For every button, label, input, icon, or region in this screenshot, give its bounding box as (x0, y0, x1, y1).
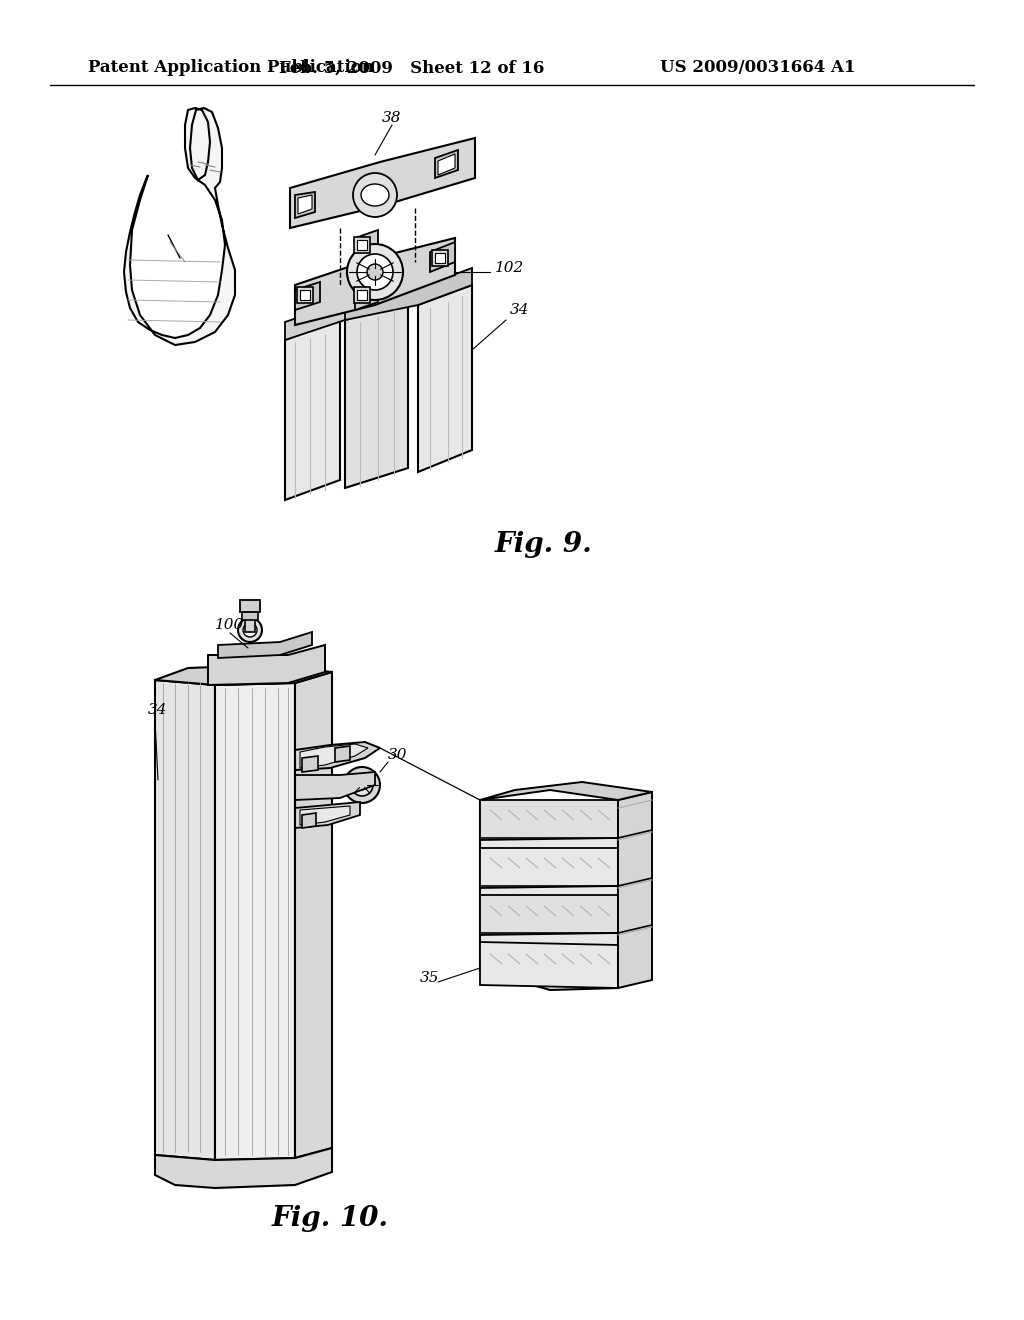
Polygon shape (295, 191, 315, 218)
Polygon shape (295, 672, 332, 1158)
Circle shape (357, 253, 393, 290)
Circle shape (347, 244, 403, 300)
Polygon shape (430, 242, 455, 272)
Polygon shape (295, 803, 360, 828)
Polygon shape (480, 942, 618, 987)
Polygon shape (480, 800, 618, 840)
Polygon shape (355, 282, 378, 310)
Polygon shape (335, 746, 350, 762)
Polygon shape (124, 108, 234, 345)
Text: Fig. 9.: Fig. 9. (495, 532, 593, 558)
Circle shape (351, 774, 373, 796)
Polygon shape (345, 300, 408, 488)
Polygon shape (302, 813, 316, 828)
Text: Patent Application Publication: Patent Application Publication (88, 59, 374, 77)
Polygon shape (618, 792, 652, 987)
Polygon shape (208, 645, 325, 685)
Polygon shape (155, 1148, 332, 1188)
Text: 100: 100 (215, 618, 245, 632)
Circle shape (238, 618, 262, 642)
Polygon shape (242, 610, 258, 620)
Text: 30: 30 (388, 748, 408, 762)
Polygon shape (245, 618, 255, 632)
Polygon shape (480, 800, 618, 990)
Text: US 2009/0031664 A1: US 2009/0031664 A1 (660, 59, 855, 77)
Polygon shape (297, 286, 313, 304)
Text: 34: 34 (510, 304, 529, 317)
Polygon shape (295, 742, 380, 770)
Polygon shape (302, 756, 318, 772)
Polygon shape (418, 285, 472, 473)
Polygon shape (345, 268, 472, 319)
Polygon shape (355, 230, 378, 257)
Polygon shape (480, 781, 652, 800)
Polygon shape (298, 195, 312, 214)
Polygon shape (295, 282, 319, 310)
Text: 102: 102 (495, 261, 524, 275)
Polygon shape (300, 744, 368, 768)
Polygon shape (215, 682, 295, 1160)
Circle shape (357, 780, 367, 789)
Polygon shape (480, 895, 618, 935)
Text: 38: 38 (382, 111, 401, 125)
Polygon shape (155, 665, 332, 685)
Polygon shape (435, 150, 458, 178)
Polygon shape (480, 847, 618, 888)
Polygon shape (438, 154, 455, 176)
Polygon shape (300, 290, 310, 300)
Polygon shape (240, 601, 260, 612)
Circle shape (344, 767, 380, 803)
Polygon shape (295, 772, 375, 800)
Polygon shape (155, 680, 215, 1160)
Circle shape (367, 264, 383, 280)
Polygon shape (290, 139, 475, 228)
Polygon shape (354, 286, 370, 304)
Text: Feb. 5, 2009   Sheet 12 of 16: Feb. 5, 2009 Sheet 12 of 16 (280, 59, 545, 77)
Text: 34: 34 (148, 704, 168, 717)
Ellipse shape (361, 183, 389, 206)
Polygon shape (357, 240, 367, 249)
Polygon shape (432, 249, 449, 267)
Polygon shape (354, 238, 370, 253)
Text: Fig. 10.: Fig. 10. (271, 1204, 388, 1232)
Polygon shape (285, 319, 340, 500)
Polygon shape (300, 807, 350, 825)
Circle shape (243, 623, 257, 638)
Circle shape (353, 173, 397, 216)
Polygon shape (218, 632, 312, 657)
Polygon shape (285, 282, 408, 341)
Polygon shape (295, 238, 455, 325)
Polygon shape (435, 253, 445, 263)
Text: 35: 35 (420, 972, 439, 985)
Polygon shape (357, 290, 367, 300)
